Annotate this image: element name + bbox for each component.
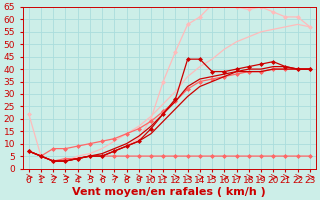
- X-axis label: Vent moyen/en rafales ( km/h ): Vent moyen/en rafales ( km/h ): [72, 187, 266, 197]
